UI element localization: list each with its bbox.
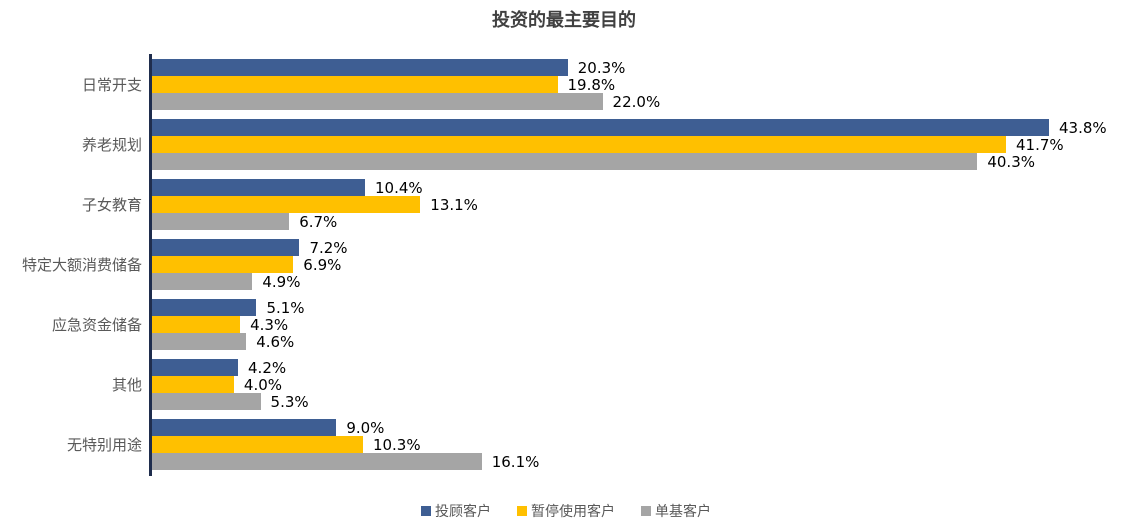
category-label: 其他 xyxy=(111,376,142,394)
data-label: 43.8% xyxy=(1059,119,1107,137)
legend-item: 暂停使用客户 xyxy=(517,501,615,521)
chart-title: 投资的最主要目的 xyxy=(492,10,636,31)
legend-item: 单基客户 xyxy=(641,501,711,521)
legend-swatch-icon xyxy=(421,506,431,516)
data-label: 4.9% xyxy=(262,273,301,291)
data-label: 13.1% xyxy=(430,196,478,214)
legend-swatch-icon xyxy=(517,506,527,516)
data-label: 4.0% xyxy=(243,376,283,394)
category-label: 养老规划 xyxy=(81,136,142,154)
category-label: 特定大额消费储备 xyxy=(21,256,142,274)
legend-item: 投顾客户 xyxy=(421,501,491,521)
bar xyxy=(152,419,337,436)
bar xyxy=(152,333,247,350)
data-label: 9.0% xyxy=(346,419,385,437)
data-label: 6.9% xyxy=(303,256,342,274)
data-label: 4.3% xyxy=(250,316,289,334)
bar xyxy=(152,119,1050,136)
category-axis-line xyxy=(149,54,152,476)
data-label: 20.3% xyxy=(577,59,626,77)
bar xyxy=(152,376,234,393)
legend-label: 单基客户 xyxy=(655,504,711,520)
data-label: 40.3% xyxy=(987,153,1035,171)
bar xyxy=(152,136,1007,153)
bar xyxy=(152,153,978,170)
data-label: 16.1% xyxy=(491,453,540,471)
legend-swatch-icon xyxy=(641,506,651,516)
data-label: 41.7% xyxy=(1016,136,1064,154)
category-label: 无特别用途 xyxy=(66,436,142,454)
data-label: 6.7% xyxy=(299,213,338,231)
data-label: 7.2% xyxy=(309,239,348,257)
data-label: 22.0% xyxy=(612,93,661,111)
category-label: 子女教育 xyxy=(81,196,142,214)
bar xyxy=(152,93,603,110)
data-label: 4.2% xyxy=(248,359,287,377)
bar xyxy=(152,59,568,76)
data-label: 5.1% xyxy=(266,299,305,317)
bar xyxy=(152,273,253,290)
bar xyxy=(152,316,241,333)
bar xyxy=(152,239,300,256)
category-label: 日常开支 xyxy=(81,76,142,94)
data-label: 4.6% xyxy=(256,333,295,351)
category-label: 应急资金储备 xyxy=(51,316,142,334)
bar xyxy=(152,453,482,470)
bar xyxy=(152,76,558,93)
data-label: 10.4% xyxy=(374,179,423,197)
bar xyxy=(152,179,365,196)
data-label: 10.3% xyxy=(372,436,421,454)
legend-label: 投顾客户 xyxy=(435,504,491,520)
bar xyxy=(152,196,421,213)
legend-label: 暂停使用客户 xyxy=(531,504,615,520)
bar xyxy=(152,213,290,230)
bar xyxy=(152,359,239,376)
bar xyxy=(152,256,294,273)
legend: 投顾客户 暂停使用客户 单基客户 xyxy=(0,501,1128,521)
data-label: 5.3% xyxy=(270,393,309,411)
bar xyxy=(152,393,261,410)
bar xyxy=(152,436,363,453)
data-label: 19.8% xyxy=(567,76,616,94)
bar xyxy=(152,299,257,316)
